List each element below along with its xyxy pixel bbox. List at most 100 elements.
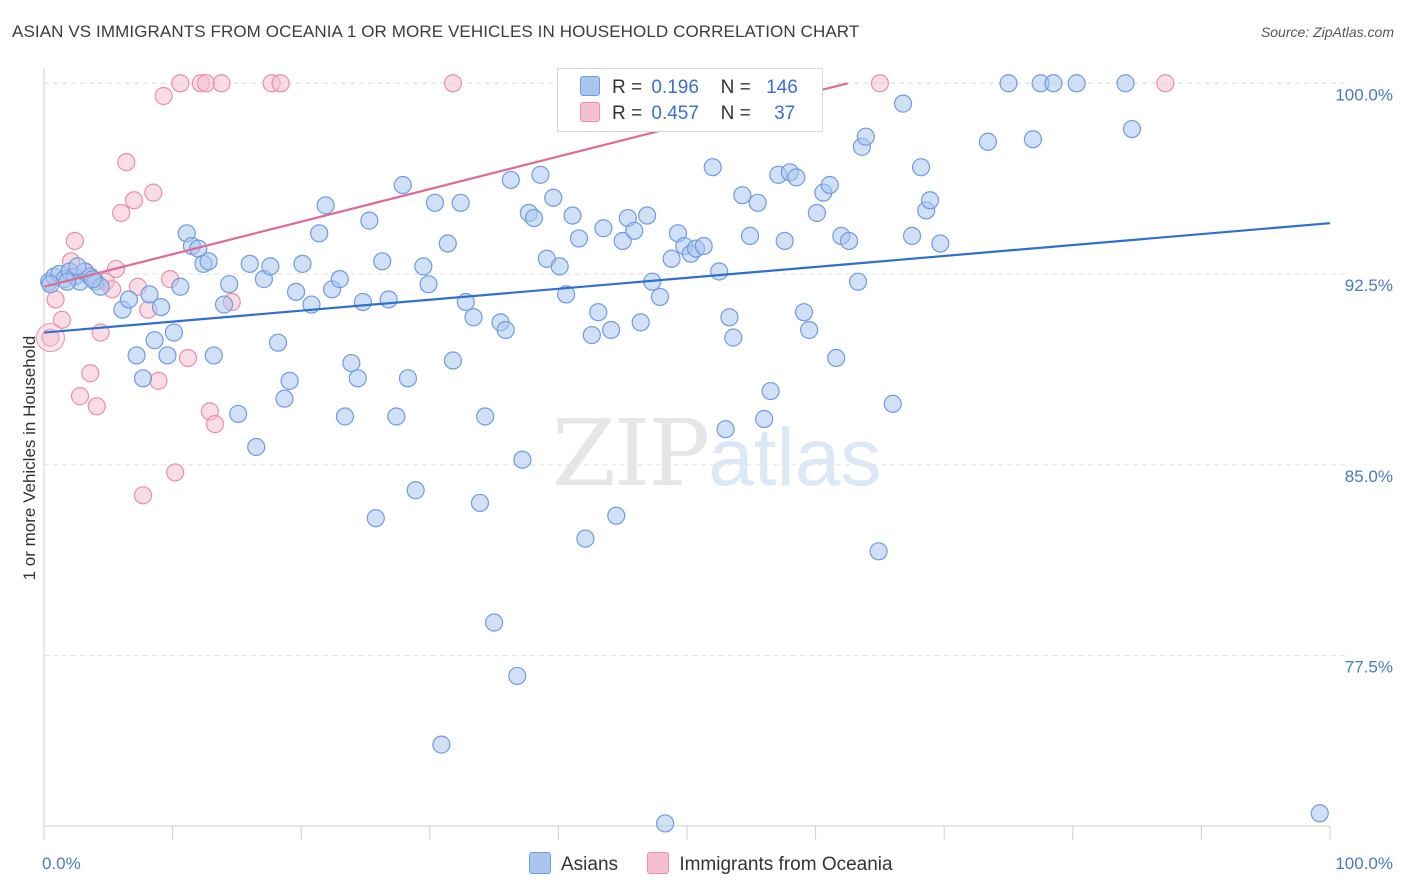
legend-swatch-asians <box>529 852 551 874</box>
asian-point <box>1116 74 1135 93</box>
asian-point <box>360 211 379 230</box>
oceania-point <box>46 290 65 309</box>
tick-labels: 100.0% 92.5% 85.0% 77.5% 0.0% 100.0% 1 or more… <box>20 85 1393 873</box>
asian-point <box>869 542 888 561</box>
legend-item-asians[interactable]: Asians <box>529 852 618 876</box>
watermark-zip: ZIP <box>552 400 710 507</box>
asian-point <box>557 285 576 304</box>
asian-point <box>310 224 329 243</box>
legend-n-label: N = <box>720 103 751 124</box>
asian-point <box>513 450 532 469</box>
axes <box>43 68 1331 840</box>
asian-point <box>443 351 463 370</box>
legend-row-oceania: R = 0.457 N = 37 <box>580 102 795 126</box>
asian-point <box>373 252 392 271</box>
asian-point <box>716 420 735 439</box>
asian-point <box>820 175 839 195</box>
asian-point <box>275 389 294 408</box>
asian-point <box>911 158 931 177</box>
y-tick-label: 85.0% <box>1345 467 1393 486</box>
asian-point <box>755 409 774 429</box>
asian-point <box>199 252 218 271</box>
oceania-point <box>133 486 153 505</box>
asian-point <box>387 407 406 426</box>
oceania-point <box>870 74 890 93</box>
asian-point <box>638 206 657 225</box>
asian-point <box>1044 74 1063 93</box>
legend-r-value: 0.457 <box>651 103 699 124</box>
asian-point <box>335 407 355 426</box>
asian-point <box>856 127 875 146</box>
asian-point <box>710 262 729 281</box>
asian-point <box>247 437 266 457</box>
oceania-point <box>65 231 84 251</box>
asian-point <box>330 270 349 289</box>
asian-point <box>293 254 312 273</box>
asian-point <box>240 254 259 273</box>
y-tick-label: 100.0% <box>1335 85 1393 104</box>
legend-r-label: R = <box>612 103 643 124</box>
oceania-point <box>124 191 144 210</box>
oceania-point-large <box>35 323 65 353</box>
asian-point <box>883 394 902 413</box>
asian-point <box>775 231 794 251</box>
asian-point <box>594 219 613 238</box>
oceania-point <box>1156 74 1175 93</box>
asian-point <box>748 193 767 212</box>
watermark-atlas: atlas <box>708 412 882 503</box>
asian-point <box>794 303 814 322</box>
y-tick-label: 77.5% <box>1345 658 1393 677</box>
asian-point <box>650 287 670 307</box>
asian-point <box>631 313 650 332</box>
asian-point <box>625 221 644 240</box>
asian-point <box>229 404 248 424</box>
asian-point <box>563 206 582 225</box>
asian-point <box>127 346 146 365</box>
asian-point <box>576 529 595 548</box>
oceania-point <box>112 203 131 223</box>
asian-point <box>151 298 171 317</box>
legend-n-value: 146 <box>766 77 798 98</box>
asian-point <box>733 186 752 205</box>
asian-point <box>366 509 385 528</box>
legend-item-oceania[interactable]: Immigrants from Oceania <box>647 852 893 876</box>
asian-point <box>261 257 280 276</box>
asian-point <box>656 814 675 833</box>
asian-point <box>694 236 713 256</box>
asian-point <box>582 325 601 345</box>
asian-point <box>475 407 495 426</box>
x-tick-label: 0.0% <box>42 854 81 873</box>
legend-n-label: N = <box>720 77 751 98</box>
asian-point <box>425 193 445 212</box>
oceania-point <box>52 310 72 329</box>
oceania-point <box>144 183 163 202</box>
oceania-point <box>443 74 463 93</box>
asian-point <box>550 257 569 276</box>
asian-point <box>827 348 846 368</box>
asian-point <box>353 292 373 312</box>
asian-point <box>501 170 520 190</box>
asian-point <box>602 320 621 340</box>
oceania-point <box>70 387 90 406</box>
asian-point <box>348 369 367 388</box>
asian-point <box>720 308 739 327</box>
series-legend: Asians Immigrants from Oceania <box>529 852 917 876</box>
asian-point <box>1023 130 1043 149</box>
asians-points <box>40 74 1329 833</box>
asian-point <box>145 331 164 350</box>
asian-point <box>1067 74 1086 93</box>
legend-n-value: 37 <box>774 103 796 124</box>
asian-point <box>496 320 515 340</box>
asian-point <box>613 231 632 251</box>
y-tick-label: 92.5% <box>1345 276 1393 295</box>
oceania-point <box>154 86 173 106</box>
legend-label-oceania: Immigrants from Oceania <box>679 854 893 875</box>
asian-point <box>214 295 234 314</box>
asian-point <box>740 226 760 245</box>
asian-point <box>508 666 527 686</box>
asian-point <box>761 381 780 401</box>
asian-point <box>589 303 608 322</box>
asian-point <box>893 94 913 113</box>
asians-trend-line <box>43 222 1331 334</box>
